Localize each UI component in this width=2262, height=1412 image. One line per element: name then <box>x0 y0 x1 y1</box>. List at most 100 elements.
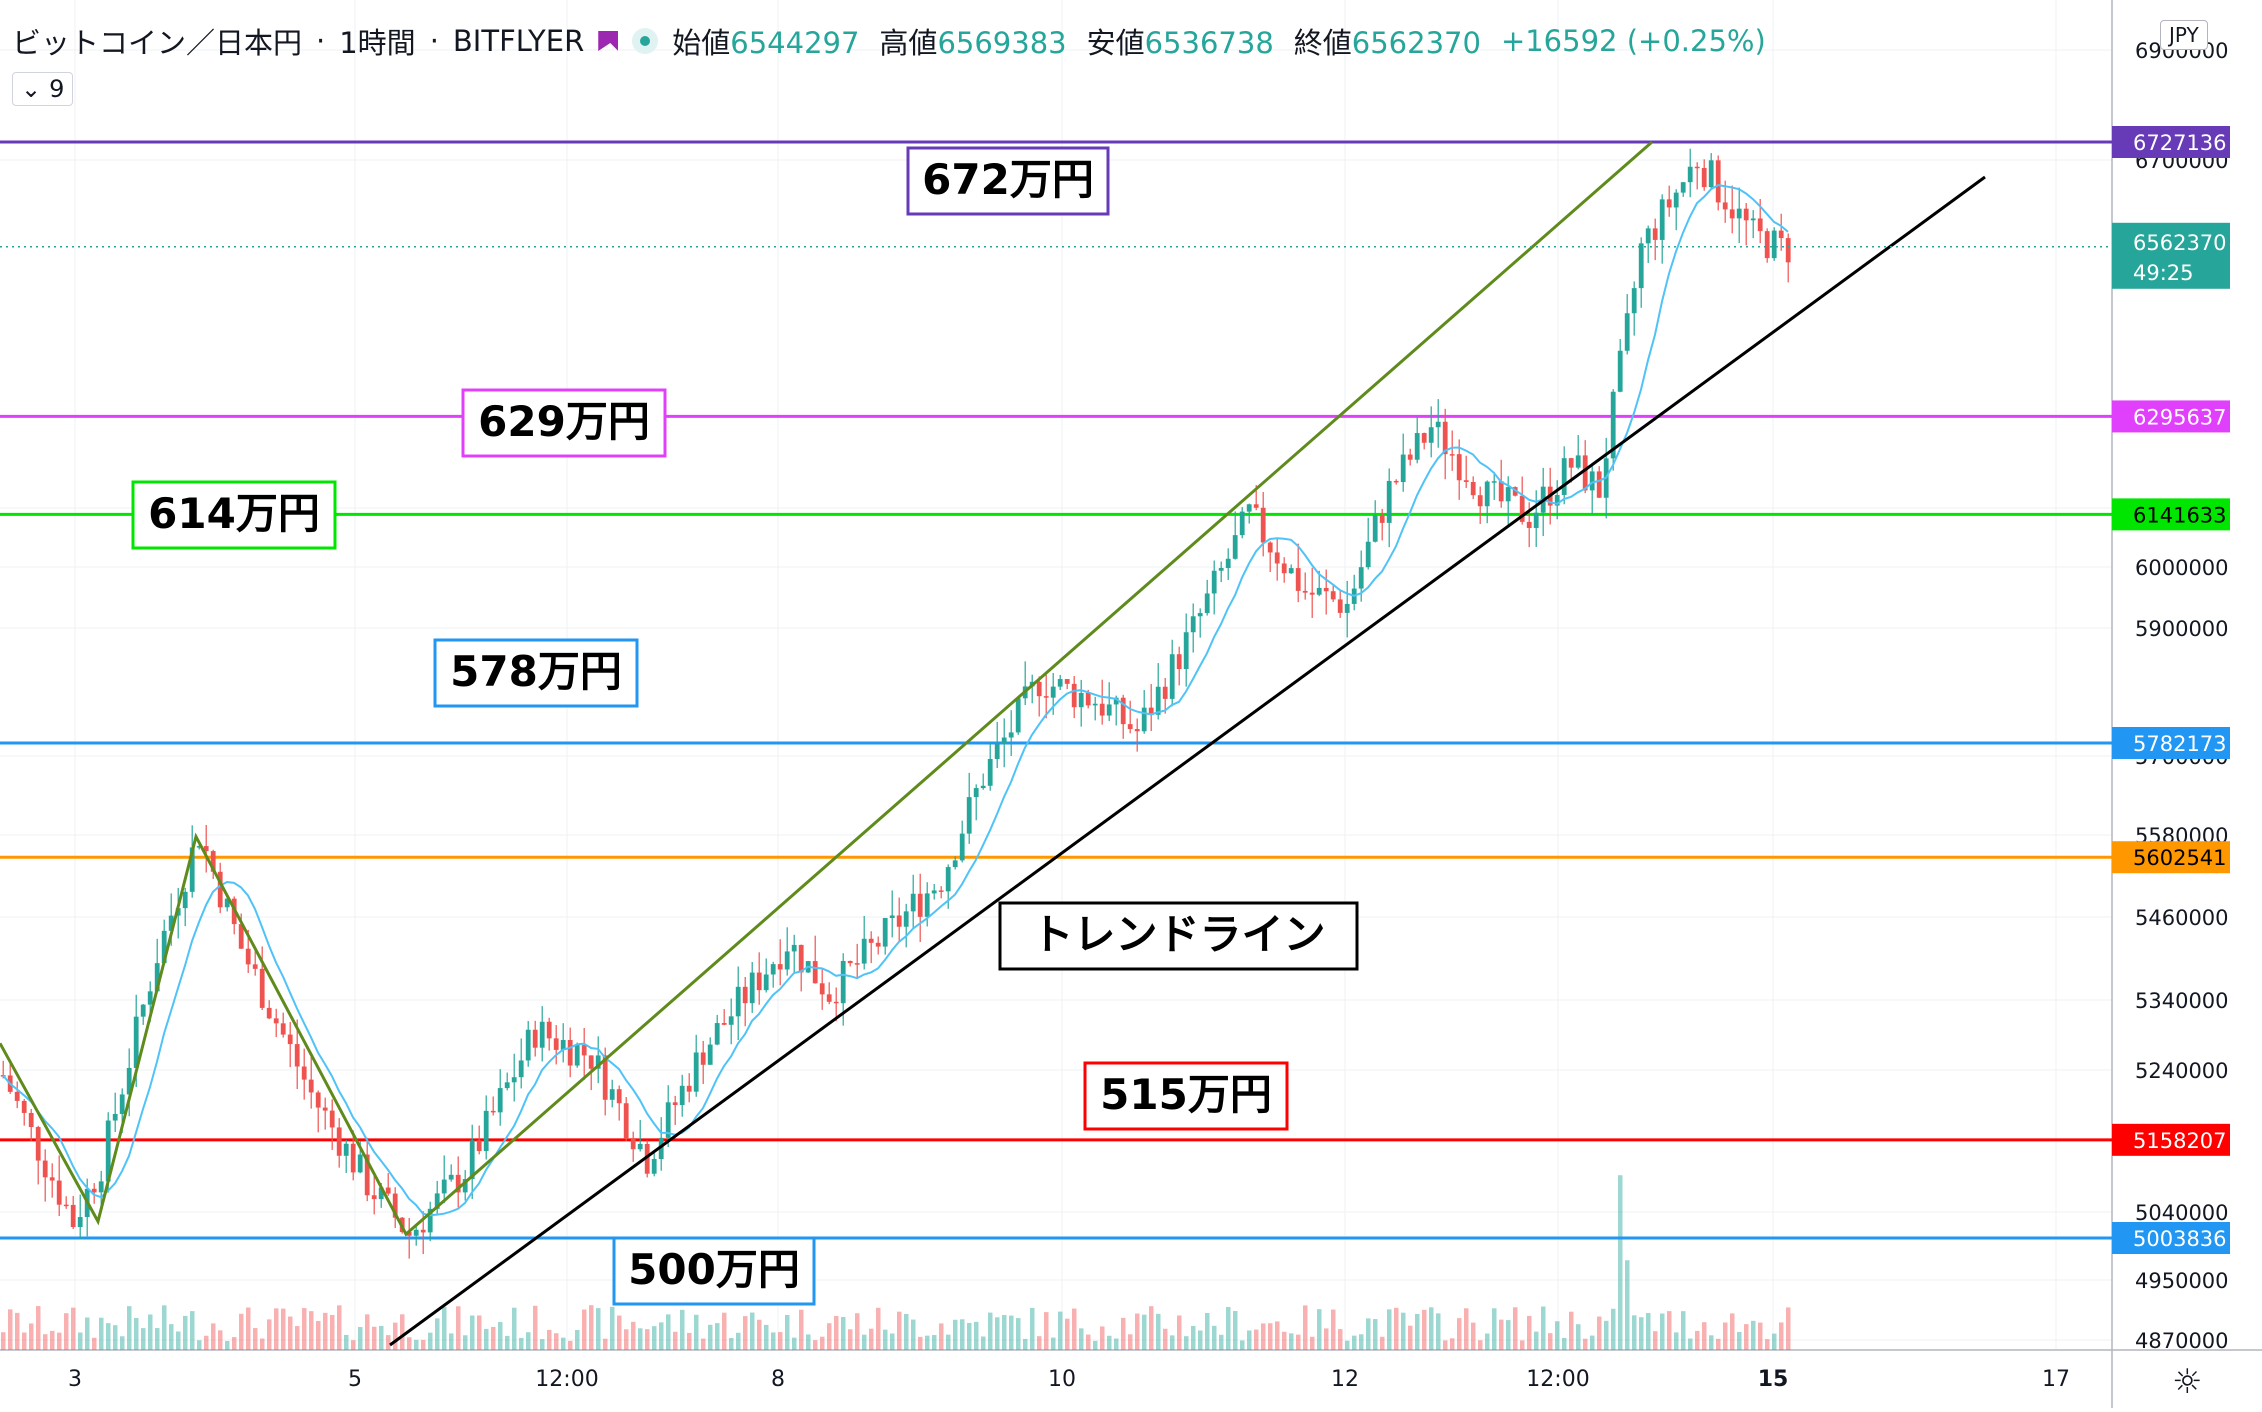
candle-body <box>1281 563 1287 574</box>
candle-body <box>1463 480 1469 482</box>
candle-body <box>637 1143 643 1150</box>
candle-body <box>1204 593 1210 614</box>
volume-bar <box>1044 1312 1049 1350</box>
candle-body <box>1197 613 1203 617</box>
volume-bar <box>85 1317 90 1350</box>
volume-bar <box>400 1314 405 1350</box>
volume-bar <box>197 1340 202 1350</box>
volume-bar <box>414 1339 419 1350</box>
volume-bar <box>631 1321 636 1350</box>
volume-bar <box>1779 1322 1784 1350</box>
candle-body <box>1050 686 1056 698</box>
candle-body <box>882 917 888 947</box>
volume-bar <box>1037 1336 1042 1350</box>
y-tick-label: 6000000 <box>2135 556 2229 580</box>
price-level-label: 5602541 <box>2133 846 2227 870</box>
x-tick-label: 15 <box>1758 1367 1789 1392</box>
candle-body <box>686 1085 692 1092</box>
volume-bar <box>239 1313 244 1350</box>
volume-bar <box>841 1317 846 1350</box>
volume-bar <box>428 1332 433 1350</box>
candle-body <box>1666 199 1672 208</box>
volume-bar <box>1492 1308 1497 1350</box>
candle-body <box>595 1055 601 1069</box>
volume-bar <box>1128 1334 1133 1350</box>
volume-bar <box>1093 1340 1098 1350</box>
candle-body <box>1421 433 1427 443</box>
volume-bar <box>1359 1334 1364 1350</box>
candle-body <box>1708 160 1714 188</box>
price-change: +16592 (+0.25%) <box>1500 24 1766 58</box>
candle-body <box>280 1023 286 1035</box>
candle-body <box>1386 480 1392 523</box>
volume-bar <box>344 1334 349 1350</box>
volume-bar <box>267 1319 272 1350</box>
candle-body <box>259 968 265 1008</box>
volume-bar <box>1653 1331 1658 1350</box>
x-tick-label: 5 <box>348 1367 362 1392</box>
volume-bar <box>1065 1318 1070 1350</box>
price-level-badge <box>2112 498 2230 531</box>
candle-body <box>1218 567 1224 571</box>
volume-bar <box>1765 1339 1770 1350</box>
gear-icon[interactable]: ☼ <box>2172 1362 2203 1402</box>
volume-bar <box>1247 1330 1252 1350</box>
volume-bar <box>1212 1325 1217 1350</box>
candle-body <box>1260 507 1266 543</box>
volume-bar <box>127 1306 132 1350</box>
candle-body <box>1442 421 1448 455</box>
candle-body <box>1407 454 1413 460</box>
candle-body <box>602 1055 608 1100</box>
candle-body <box>1701 167 1707 188</box>
candle-body <box>847 960 853 964</box>
currency-button[interactable]: JPY <box>2160 20 2208 50</box>
candle-body <box>441 1179 447 1194</box>
candle-body <box>378 1187 384 1200</box>
volume-bar <box>190 1311 195 1350</box>
candle-body <box>49 1177 55 1181</box>
candle-body <box>189 847 195 892</box>
price-level-label: 5003836 <box>2133 1227 2227 1251</box>
candle-body <box>553 1038 559 1050</box>
candle-body <box>168 915 174 931</box>
volume-bar <box>1674 1332 1679 1350</box>
candle-body <box>798 944 804 973</box>
volume-bar <box>1576 1324 1581 1350</box>
volume-bar <box>1317 1309 1322 1350</box>
volume-bar <box>1170 1335 1175 1350</box>
volume-bar <box>589 1305 594 1350</box>
candle-body <box>420 1229 426 1233</box>
indicators-toggle-button[interactable]: ⌄ 9 <box>12 72 74 106</box>
candle-body <box>665 1102 671 1138</box>
countdown-label: 49:25 <box>2133 261 2194 285</box>
candle-body <box>1078 693 1084 708</box>
candle-body <box>301 1066 307 1080</box>
volume-bar <box>260 1338 265 1350</box>
volume-bar <box>8 1309 13 1350</box>
volume-bar <box>855 1313 860 1350</box>
volume-bar <box>1709 1335 1714 1350</box>
candle-body <box>406 1232 412 1236</box>
annotation-label: 614万円 <box>148 489 320 538</box>
volume-bar <box>1023 1338 1028 1350</box>
flag-icon[interactable] <box>598 31 619 51</box>
interval-label[interactable]: 1時間 <box>339 26 416 60</box>
volume-bar <box>1282 1331 1287 1350</box>
candle-body <box>1225 558 1231 568</box>
candle-body <box>1365 541 1371 568</box>
volume-bar <box>953 1319 958 1350</box>
volume-bar <box>820 1336 825 1350</box>
volume-bar <box>848 1329 853 1350</box>
candle-body <box>644 1143 650 1174</box>
volume-bar <box>1478 1340 1483 1350</box>
exchange-label: BITFLYER <box>452 24 585 58</box>
annotation-box <box>906 146 1110 216</box>
volume-bar <box>1338 1329 1343 1350</box>
volume-bar <box>1464 1308 1469 1350</box>
candle-body <box>133 1016 139 1068</box>
volume-bar <box>337 1305 342 1350</box>
symbol-name[interactable]: ビットコイン／日本円 <box>12 26 303 60</box>
candle-body <box>903 911 909 927</box>
